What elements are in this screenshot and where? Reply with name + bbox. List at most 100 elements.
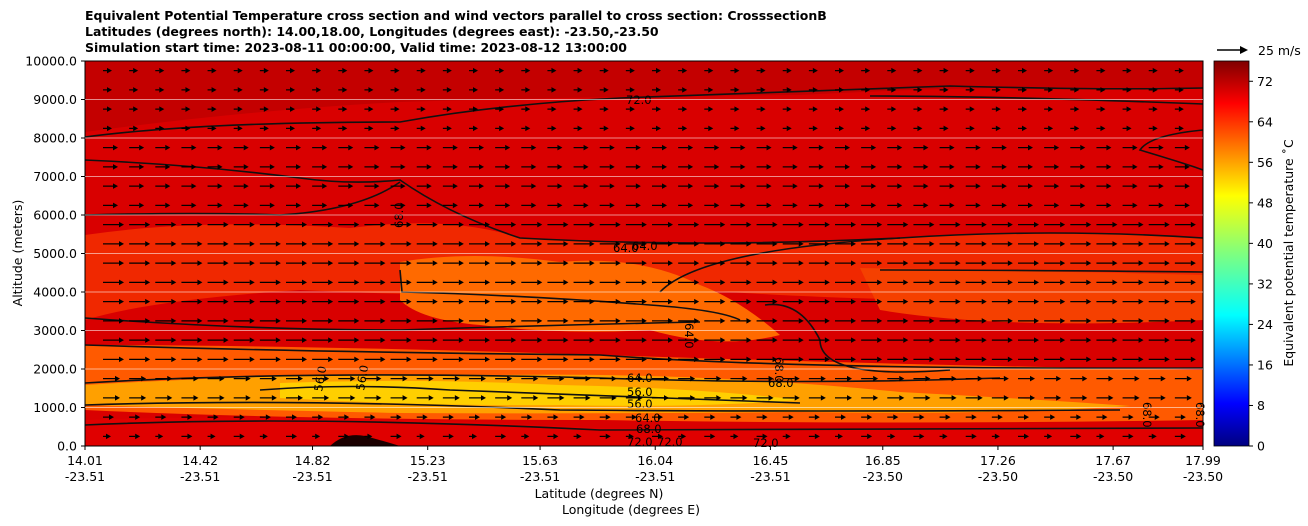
wind-vector-head — [485, 356, 490, 363]
wind-vector-head — [798, 337, 804, 343]
wind-vector-head — [328, 318, 334, 324]
wind-vector-head — [824, 337, 830, 343]
wind-vector-head — [315, 433, 321, 440]
contour-label: 72.0 — [657, 435, 683, 449]
wind-vector-head — [694, 241, 700, 247]
contour-label: 68.0 — [636, 422, 662, 436]
wind-vector-head — [589, 241, 595, 247]
wind-vector-head — [814, 433, 820, 440]
wind-vector-head — [376, 375, 382, 382]
wind-vector-head — [249, 260, 255, 266]
wind-vector-head — [1164, 221, 1170, 228]
quiver-key-label: 25 m/s — [1258, 43, 1301, 58]
wind-vector-head — [1190, 279, 1196, 286]
wind-vector-head — [1190, 318, 1196, 324]
y-tick-label: 4000.0 — [33, 285, 77, 300]
x-axis-ticks: 14.01-23.5114.42-23.5114.82-23.5115.23-2… — [65, 446, 1223, 484]
wind-vector-head — [485, 260, 490, 266]
title-line-3: Simulation start time: 2023-08-11 00:00:… — [85, 40, 627, 55]
wind-vector-head — [1108, 395, 1114, 401]
wind-vector-head — [740, 164, 746, 170]
wind-vector-head — [537, 279, 543, 286]
wind-vector-head — [119, 356, 124, 363]
wind-vector-head — [668, 279, 673, 286]
wind-vector-head — [839, 106, 844, 112]
wind-vector-head — [772, 337, 778, 343]
wind-vector-head — [298, 395, 303, 401]
wind-vector-head — [432, 298, 438, 305]
chart-title: Equivalent Potential Temperature cross s… — [85, 8, 827, 56]
wind-vector-head — [668, 337, 673, 343]
wind-vector-head — [877, 318, 883, 324]
wind-vector-head — [897, 164, 903, 170]
wind-vector-head — [505, 183, 511, 189]
wind-vector-head — [684, 414, 690, 420]
colorbar-tick-label: 8 — [1257, 398, 1265, 413]
wind-vector-head — [406, 241, 412, 247]
wind-vector-head — [473, 67, 478, 74]
wind-vector-head — [428, 375, 434, 382]
wind-vector-head — [871, 183, 877, 189]
wind-vector-head — [119, 318, 124, 324]
wind-vector-head — [812, 106, 818, 112]
wind-vector-head — [354, 298, 360, 305]
wind-vector-head — [533, 375, 539, 382]
y-tick-label: 3000.0 — [33, 323, 77, 338]
wind-vector-head — [1007, 221, 1013, 228]
wind-vector-head — [145, 279, 151, 286]
colorbar-tick-label: 72 — [1257, 74, 1273, 89]
wind-vector-head — [531, 164, 537, 170]
wind-vector-head — [374, 164, 380, 170]
wind-vector-head — [615, 221, 621, 228]
wind-vector-head — [994, 433, 1000, 440]
wind-vector-head — [328, 298, 334, 305]
wind-vector-head — [263, 67, 269, 74]
wind-vector-head — [637, 375, 643, 382]
wind-vector-head — [193, 395, 199, 401]
wind-vector-head — [742, 395, 748, 401]
wind-vector-head — [891, 67, 897, 74]
wind-vector-head — [322, 183, 328, 189]
wind-vector-head — [812, 67, 818, 74]
wind-vector-head — [537, 356, 543, 363]
wind-vector-head — [348, 144, 354, 151]
wind-vector-head — [1028, 183, 1033, 189]
x-axis-label-lon: Longitude (degrees E) — [562, 502, 700, 517]
wind-vector-head — [553, 414, 559, 420]
wind-vector-head — [139, 164, 145, 170]
wind-vector-head — [1034, 337, 1039, 343]
wind-vector-head — [145, 337, 151, 343]
wind-vector-head — [551, 87, 557, 93]
wind-vector-head — [275, 337, 281, 343]
wind-vector-head — [579, 414, 585, 420]
wind-vector-head — [792, 202, 798, 209]
wind-vector-head — [454, 395, 460, 401]
wind-vector-head — [263, 87, 269, 93]
wind-vector-head — [1054, 202, 1060, 209]
wind-vector-head — [141, 395, 147, 401]
wind-vector-head — [1086, 298, 1092, 305]
wind-vector-head — [322, 144, 328, 151]
wind-vector-head — [589, 260, 595, 266]
wind-vector-head — [641, 298, 647, 305]
wind-vector-head — [139, 183, 145, 189]
wind-vector-head — [167, 395, 173, 401]
wind-vector-head — [1152, 67, 1158, 74]
wind-vector-head — [611, 395, 617, 401]
wind-vector-head — [454, 375, 460, 382]
wind-vector-head — [402, 375, 408, 382]
wind-vector-head — [348, 164, 354, 170]
wind-vector-head — [316, 87, 322, 93]
wind-vector-head — [1048, 87, 1054, 93]
wind-vector-head — [786, 67, 792, 74]
wind-vector-head — [605, 414, 611, 420]
wind-vector-head — [1178, 106, 1184, 112]
wind-vector-head — [839, 87, 844, 93]
wind-vector-head — [525, 106, 531, 112]
wind-vector-head — [213, 414, 219, 420]
wind-vector-head — [1028, 144, 1033, 151]
wind-vector-head — [185, 106, 191, 112]
wind-vector-head — [1106, 164, 1112, 170]
wind-vector-head — [269, 144, 275, 151]
wind-vector-head — [682, 67, 688, 74]
